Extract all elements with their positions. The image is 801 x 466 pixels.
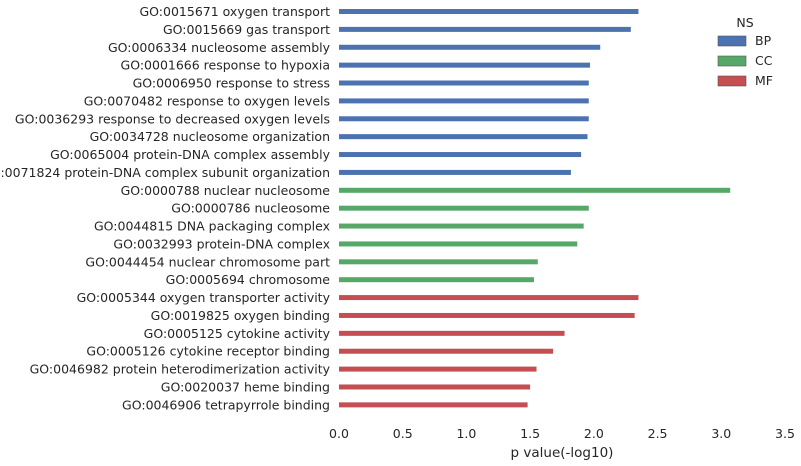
x-tick-label: 3.5 (775, 426, 795, 441)
category-label: GO:0006950 response to stress (133, 76, 330, 91)
category-label: GO:0006334 nucleosome assembly (108, 40, 331, 55)
category-label: GO:0015669 gas transport (163, 22, 330, 37)
category-label: GO:0046982 protein heterodimerization ac… (30, 362, 331, 377)
category-label: GO:0000786 nucleosome (171, 201, 330, 216)
legend-label: BP (755, 33, 772, 48)
category-label: GO:0034728 nucleosome organization (90, 129, 330, 144)
category-label: GO:0020037 heme binding (161, 379, 330, 394)
bar (339, 402, 528, 408)
bars (339, 9, 731, 408)
legend-entries: BP CC MF (717, 33, 773, 88)
bar (339, 44, 601, 50)
bar (339, 9, 639, 14)
x-tick-label: 2.5 (648, 426, 668, 441)
bar (339, 134, 588, 140)
legend-label: MF (755, 73, 773, 88)
bar (339, 277, 534, 283)
bar (339, 348, 554, 354)
category-label: GO:0044454 nuclear chromosome part (85, 254, 330, 269)
category-label: GO:0032993 protein-DNA complex (113, 236, 330, 251)
category-label: GO:0044815 DNA packaging complex (94, 219, 330, 234)
x-axis-title: p value(-log10) (511, 445, 614, 461)
bar (339, 241, 578, 247)
legend: NS BP CC MF (717, 15, 773, 88)
bar (339, 169, 571, 175)
x-tick-label: 0.0 (329, 426, 349, 441)
bar (339, 259, 538, 265)
category-label: GO:0046906 tetrapyrrole binding (122, 397, 330, 412)
bar (339, 80, 589, 86)
bar (339, 205, 589, 211)
x-tick-label: 3.0 (711, 426, 731, 441)
bar (339, 26, 631, 32)
category-label: GO:0005344 oxygen transporter activity (77, 290, 331, 305)
legend-swatch (717, 35, 747, 47)
legend-label: CC (755, 53, 773, 68)
bar (339, 312, 635, 318)
category-label: GO:0005126 cytokine receptor binding (86, 344, 330, 359)
x-tick-label: 1.0 (456, 426, 476, 441)
category-label: GO:0015671 oxygen transport (140, 4, 331, 19)
category-label: GO:0070482 response to oxygen levels (84, 93, 330, 108)
category-label: GO:0005125 cytokine activity (144, 326, 331, 341)
bar (339, 384, 531, 390)
x-tick-label: 2.0 (584, 426, 604, 441)
category-label: GO:0036293 response to decreased oxygen … (15, 111, 330, 126)
bar (339, 62, 591, 68)
bar (339, 187, 731, 193)
bar (339, 116, 589, 122)
legend-swatch (717, 75, 747, 87)
x-tick-label: 0.5 (393, 426, 413, 441)
category-label: GO:0071824 protein-DNA complex subunit o… (0, 165, 330, 180)
bar (339, 330, 565, 336)
bar (339, 366, 537, 372)
category-label: GO:0065004 protein-DNA complex assembly (50, 147, 331, 162)
category-label: GO:0001666 response to hypoxia (121, 58, 330, 73)
x-tick-label: 1.5 (520, 426, 540, 441)
category-label: GO:0019825 oxygen binding (151, 308, 330, 323)
bar (339, 223, 584, 229)
category-label: GO:0000788 nuclear nucleosome (121, 183, 331, 198)
category-label: GO:0005694 chromosome (166, 272, 331, 287)
category-labels: GO:0015671 oxygen transport GO:0015669 ga… (0, 4, 331, 412)
x-tick-labels: 0.0 0.5 1.0 1.5 2.0 2.5 3.0 3.5 (329, 426, 795, 441)
legend-title: NS (736, 15, 753, 30)
bar (339, 98, 589, 104)
bar (339, 295, 639, 301)
legend-swatch (717, 55, 747, 67)
bar (339, 152, 582, 158)
